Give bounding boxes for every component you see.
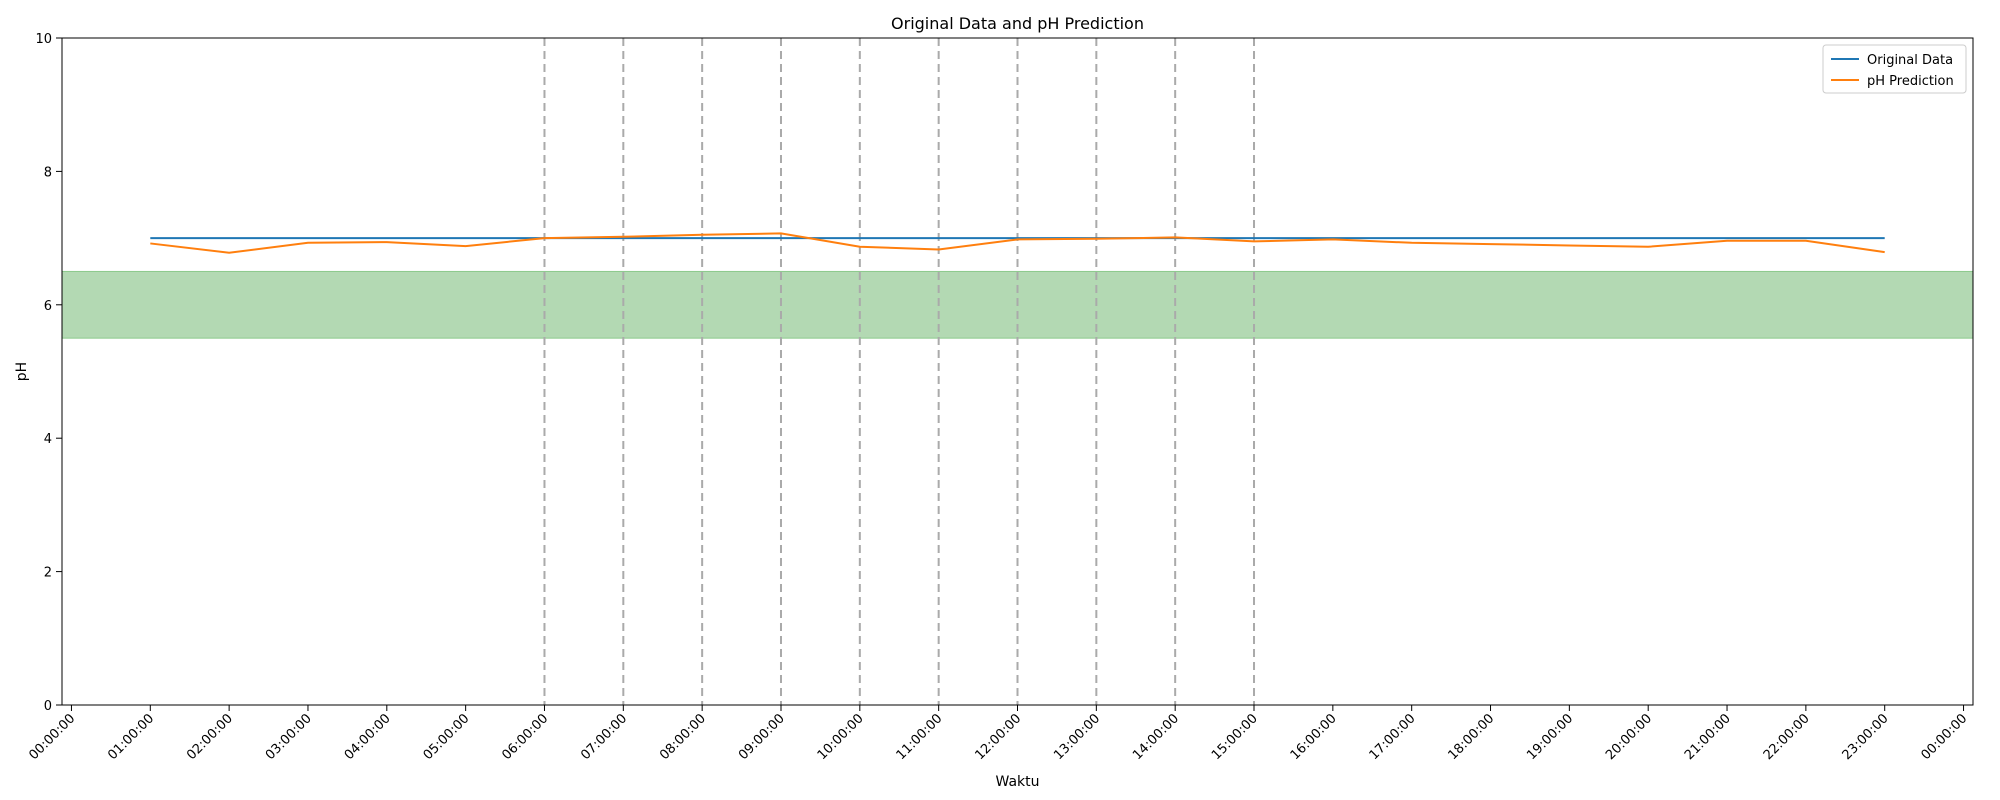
- y-tick-label: 0: [44, 699, 52, 714]
- y-tick-label: 8: [44, 165, 52, 180]
- chart-title: Original Data and pH Prediction: [891, 14, 1144, 33]
- y-tick-label: 6: [44, 299, 52, 314]
- x-axis-label: Waktu: [996, 774, 1040, 790]
- y-tick-label: 10: [35, 32, 52, 47]
- y-axis-label: pH: [14, 362, 30, 381]
- y-tick-label: 4: [44, 432, 52, 447]
- y-tick-label: 2: [44, 566, 52, 581]
- legend: Original Data pH Prediction: [1822, 44, 1967, 94]
- series-line-ph-prediction: [150, 232, 1885, 254]
- legend-entry: Original Data: [1867, 53, 1953, 68]
- legend-entry: pH Prediction: [1867, 74, 1954, 89]
